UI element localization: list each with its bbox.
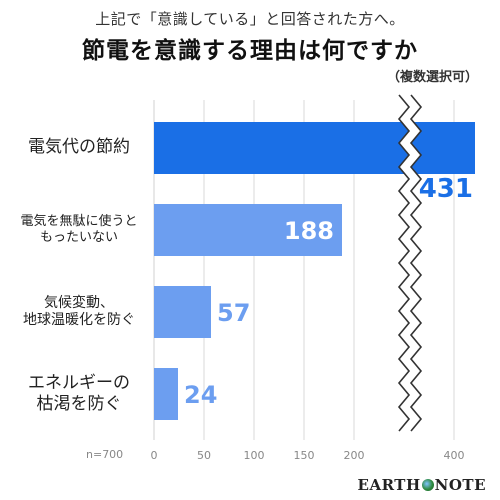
- axis-break-line-left: [397, 94, 411, 432]
- chart-title: 節電を意識する理由は何ですか: [82, 38, 418, 64]
- axis-break-line-right: [409, 94, 423, 432]
- x-tick-label: 0: [151, 449, 158, 462]
- value-label: 188: [284, 217, 334, 245]
- x-tick-label: 100: [244, 449, 265, 462]
- earth-note-logo: EARTH NOTE: [358, 476, 486, 494]
- x-tick-label: 150: [294, 449, 315, 462]
- value-label: 431: [419, 174, 473, 204]
- value-label: 57: [217, 299, 250, 327]
- sample-size-label: n=700: [86, 448, 124, 461]
- logo-text-earth: EARTH: [357, 476, 421, 494]
- bar: [154, 368, 178, 420]
- globe-icon: [421, 479, 434, 491]
- chart-subtitle: 上記で「意識している」と回答された方へ。: [95, 10, 405, 28]
- bar: [154, 286, 211, 338]
- category-label: 気候変動、 地球温暖化を防ぐ: [10, 295, 148, 330]
- x-tick-label: 200: [344, 449, 365, 462]
- category-label-line: 地球温暖化を防ぐ: [23, 312, 135, 328]
- category-label: 電気を無駄に使うと もったいない: [10, 214, 148, 247]
- category-label: 電気代の節約: [10, 137, 148, 158]
- logo-text-note: NOTE: [434, 476, 486, 494]
- category-label: エネルギーの 枯渇を防ぐ: [10, 373, 148, 416]
- category-label-line: もったいない: [39, 230, 118, 245]
- multiple-choice-note: （複数選択可）: [386, 70, 478, 85]
- category-label-line: エネルギーの: [28, 372, 130, 393]
- category-label-line: 電気代の節約: [28, 137, 130, 158]
- category-label-line: 電気を無駄に使うと: [20, 213, 138, 229]
- value-label: 24: [184, 381, 217, 409]
- bar: [154, 122, 475, 174]
- x-tick-label: 50: [197, 449, 211, 462]
- category-label-line: 枯渇を防ぐ: [36, 394, 122, 414]
- x-tick-label: 400: [444, 449, 465, 462]
- category-label-line: 気候変動、: [44, 294, 114, 311]
- bar: [154, 204, 342, 256]
